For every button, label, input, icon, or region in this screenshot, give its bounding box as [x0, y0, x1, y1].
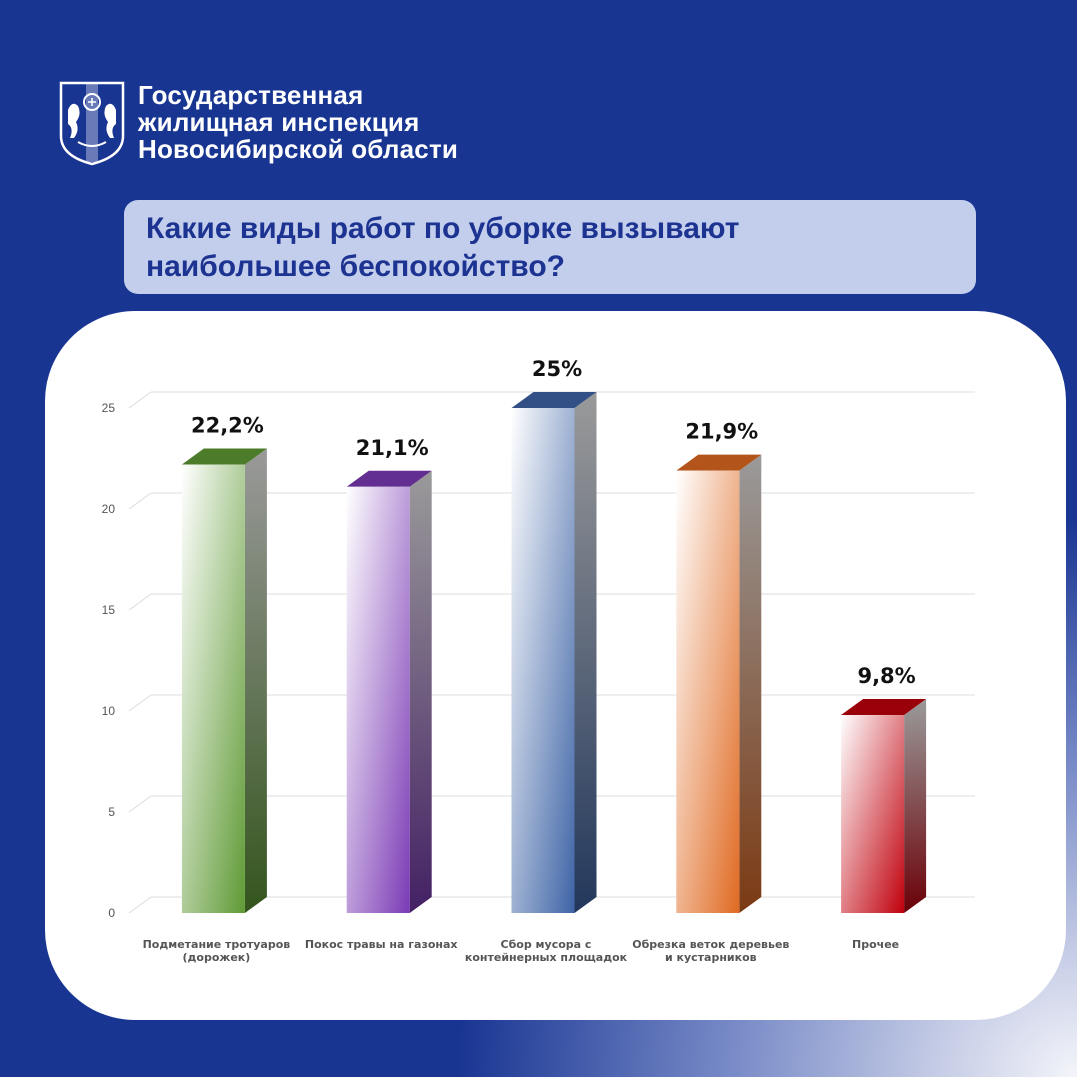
bar-top — [511, 392, 597, 408]
value-label: 9,8% — [857, 664, 915, 688]
gridline-slant — [128, 896, 152, 914]
bar-front — [511, 408, 575, 913]
bar — [841, 699, 927, 913]
value-label: 21,9% — [685, 420, 758, 444]
bar — [676, 454, 762, 913]
value-label: 25% — [532, 357, 582, 381]
category-label: Покос травы на газонах — [305, 938, 458, 951]
bar-front — [841, 715, 905, 913]
y-tick-label: 15 — [102, 603, 116, 617]
category-label: контейнерных площадок — [465, 951, 628, 964]
gridline-slant — [128, 795, 152, 813]
bar-top — [346, 470, 432, 487]
category-label: Обрезка веток деревьев — [632, 938, 789, 951]
bar-top — [841, 699, 927, 716]
value-label: 21,1% — [356, 436, 429, 460]
org-name-line1: Государственная — [138, 80, 364, 110]
category-label: (дорожек) — [182, 951, 250, 964]
bar-side — [739, 454, 762, 913]
bar — [346, 470, 432, 913]
header: Государственная жилищная инспекция Новос… — [58, 80, 458, 166]
novosibirsk-coat-of-arms-icon — [59, 81, 125, 166]
category-label: Подметание тротуаров — [143, 938, 291, 951]
bar-side — [409, 470, 432, 913]
bar-side — [574, 392, 597, 913]
org-name-line3: Новосибирской области — [138, 134, 459, 164]
bar-chart: 0 5 10 15 20 25 22,2% Подметание тротуаров(доро… — [102, 357, 975, 964]
value-label: 22,2% — [191, 414, 264, 438]
gridline-slant — [128, 694, 152, 712]
org-name: Государственная жилищная инспекция Новос… — [138, 82, 458, 163]
gridline-slant — [128, 492, 152, 510]
chart-card: 0 5 10 15 20 25 22,2% Подметание тротуаров (доро… — [45, 311, 1066, 1020]
bar-top — [181, 448, 267, 465]
bar-front — [676, 470, 740, 913]
y-tick-label: 20 — [102, 502, 116, 516]
category-label: Сбор мусора с — [501, 938, 592, 951]
question-banner: Какие виды работ по уборке вызывают наиб… — [124, 200, 976, 294]
y-tick-label: 0 — [108, 906, 115, 920]
category-label: Прочее — [852, 938, 899, 951]
bar — [511, 392, 597, 913]
y-tick-label: 25 — [102, 401, 116, 415]
bar-top — [676, 454, 762, 471]
bar — [181, 448, 267, 913]
question-line1: Какие виды работ по уборке вызывают — [146, 212, 740, 245]
category-label: и кустарников — [665, 951, 757, 964]
org-name-line2: жилищная инспекция — [138, 107, 420, 137]
bar-front — [346, 486, 410, 913]
y-tick-label: 5 — [108, 805, 115, 819]
gridline-slant — [128, 593, 152, 611]
question-line2: наибольшее беспокойство? — [146, 250, 565, 283]
bar-side — [244, 448, 267, 913]
bar-side — [904, 699, 927, 913]
bar-front — [181, 464, 245, 913]
y-tick-label: 10 — [102, 704, 116, 718]
gridline-slant — [128, 391, 152, 409]
